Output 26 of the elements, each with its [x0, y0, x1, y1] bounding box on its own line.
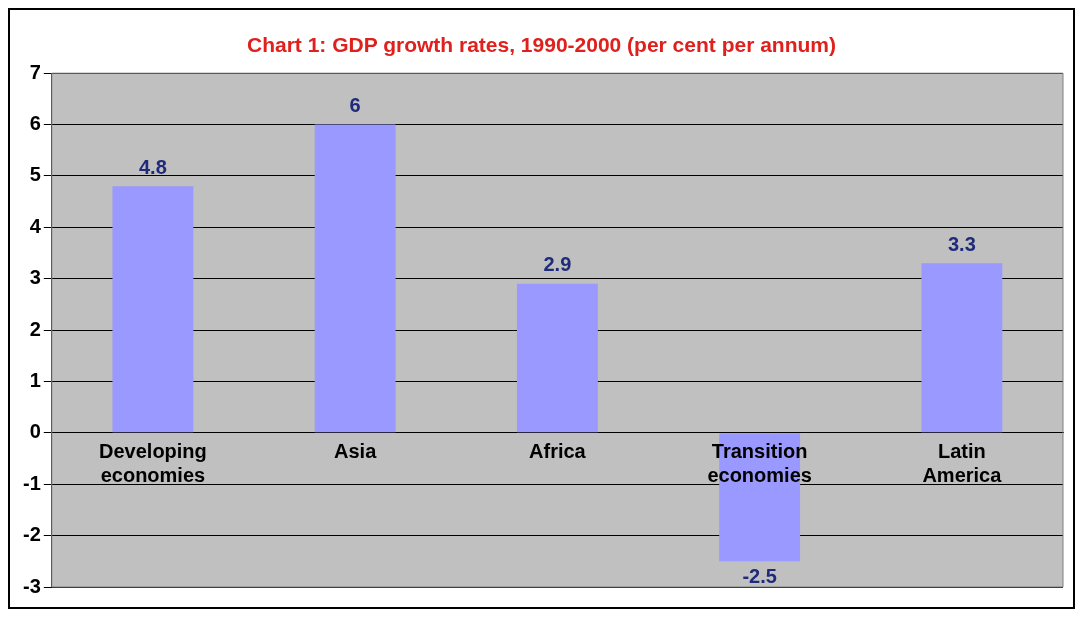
- y-tick-label: 0: [29, 420, 41, 443]
- y-tick-label: 5: [29, 163, 41, 186]
- x-tick-label: Latin America: [922, 440, 1003, 487]
- y-tick-label: -1: [22, 471, 41, 494]
- y-tick-label: -2: [22, 523, 41, 546]
- x-tick-label: Africa: [529, 440, 587, 463]
- bar: [112, 186, 194, 433]
- data-label: -2.5: [742, 564, 777, 587]
- bar: [921, 263, 1003, 433]
- y-tick-label: 7: [29, 60, 41, 83]
- data-label: 2.9: [543, 253, 572, 276]
- data-label: 3.3: [947, 232, 976, 255]
- x-tick-label: Asia: [334, 440, 378, 463]
- bar: [314, 124, 396, 433]
- bar: [516, 283, 598, 433]
- y-tick-label: 6: [29, 112, 41, 135]
- y-tick-label: 3: [29, 266, 41, 289]
- y-tick-label: 4: [29, 214, 42, 237]
- y-tick-label: 1: [29, 369, 41, 391]
- chart-title: Chart 1: GDP growth rates, 1990-2000 (per cent per annum): [247, 33, 836, 57]
- data-label: 4.8: [139, 155, 167, 178]
- y-tick-label: 2: [29, 317, 41, 340]
- data-label: 6: [349, 94, 361, 117]
- x-tick-label: Developing economies: [99, 440, 207, 487]
- x-tick-label: Transition economies: [707, 440, 812, 487]
- y-tick-label: -3: [22, 574, 41, 597]
